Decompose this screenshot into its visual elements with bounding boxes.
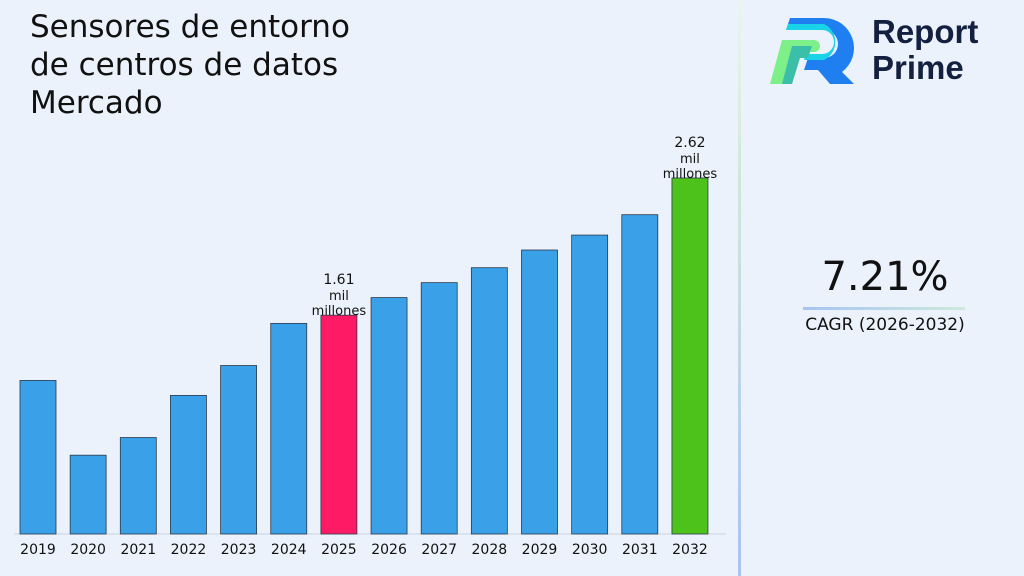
cagr-underline [803, 307, 965, 310]
x-tick-label: 2023 [221, 542, 257, 558]
brand-line-2: Prime [872, 49, 964, 86]
x-tick-label: 2029 [522, 542, 558, 558]
bar-2027 [420, 282, 458, 535]
data-label-2032: millones [663, 167, 718, 182]
x-tick-label: 2028 [472, 542, 508, 558]
bar-2028 [470, 267, 508, 535]
x-tick-label: 2031 [622, 542, 658, 558]
data-label-2032: mil [680, 152, 700, 167]
data-label-2025: millones [312, 304, 367, 319]
cagr-value: 7.21% [821, 254, 949, 300]
bar-2021 [119, 437, 157, 535]
brand-line-1: Report [872, 13, 979, 50]
bar-2022 [170, 395, 207, 535]
brand-name: Report Prime [872, 14, 978, 86]
chart-title: Sensores de entorno de centros de datos … [30, 9, 350, 121]
cagr-label: CAGR (2026-2032) [805, 315, 965, 335]
bar-2031 [621, 214, 659, 535]
bar-2020 [69, 454, 107, 535]
bar-2030 [571, 234, 609, 535]
bar-2025 [320, 314, 358, 535]
divider [738, 0, 741, 576]
bar-chart: 2019 2020 2021 2022 2023 2024 20251.61milmillo… [14, 135, 726, 558]
x-tick-label: 2030 [572, 542, 608, 558]
data-label-2025: mil [329, 289, 349, 304]
data-label-2025: 1.61 [323, 272, 354, 288]
bar-2023 [220, 365, 258, 535]
x-tick-label: 2022 [171, 542, 207, 558]
bar-2019 [19, 380, 57, 535]
bar-2024 [270, 322, 308, 535]
data-label-2032: 2.62 [674, 135, 705, 151]
bar-2029 [521, 249, 558, 535]
x-tick-label: 2019 [20, 542, 56, 558]
x-tick-label: 2025 [321, 542, 357, 558]
report-prime-logo-icon [770, 18, 854, 84]
bar-2032 [671, 177, 709, 535]
x-tick-label: 2032 [672, 542, 708, 558]
x-tick-label: 2024 [271, 542, 307, 558]
x-tick-label: 2026 [371, 542, 407, 558]
x-tick-label: 2020 [70, 542, 106, 558]
bar-2026 [370, 297, 408, 535]
x-tick-label: 2021 [120, 542, 156, 558]
x-tick-label: 2027 [421, 542, 457, 558]
